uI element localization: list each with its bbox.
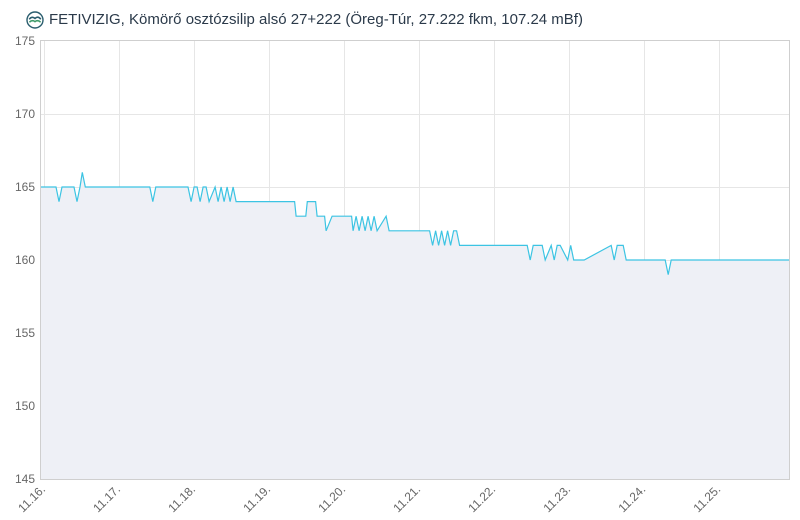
fetivizig-logo-icon — [26, 11, 44, 29]
line-layer — [41, 172, 789, 275]
y-tick-label: 145 — [15, 472, 35, 486]
chart-title: FETIVIZIG, Kömörő osztózsilip alsó 27+22… — [49, 11, 583, 28]
y-tick-label: 170 — [15, 107, 35, 121]
chart-header: FETIVIZIG, Kömörő osztózsilip alsó 27+22… — [0, 0, 800, 40]
x-tick-label: 11.22. — [465, 482, 498, 515]
area-layer — [41, 172, 789, 479]
y-axis-tick-labels: 145 150 155 160 165 170 175 — [15, 34, 35, 486]
y-tick-label: 150 — [15, 399, 35, 413]
series-line — [41, 172, 789, 275]
x-tick-label: 11.16. — [15, 482, 48, 515]
y-tick-label: 160 — [15, 253, 35, 267]
y-tick-label: 165 — [15, 180, 35, 194]
x-axis-tick-labels: 11.16. 11.17. 11.18. 11.19. 11.20. 11.21. 11.2… — [15, 482, 723, 515]
x-tick-label: 11.18. — [165, 482, 198, 515]
plot-frame — [40, 40, 790, 480]
y-tick-label: 175 — [15, 34, 35, 48]
x-tick-label: 11.23. — [540, 482, 573, 515]
series-area-fill — [41, 172, 789, 479]
x-tick-label: 11.24. — [615, 482, 648, 515]
x-tick-label: 11.20. — [315, 482, 348, 515]
x-tick-label: 11.25. — [690, 482, 723, 515]
x-tick-label: 11.21. — [390, 482, 423, 515]
x-tick-label: 11.17. — [90, 482, 123, 515]
x-tick-label: 11.19. — [240, 482, 273, 515]
y-tick-label: 155 — [15, 326, 35, 340]
